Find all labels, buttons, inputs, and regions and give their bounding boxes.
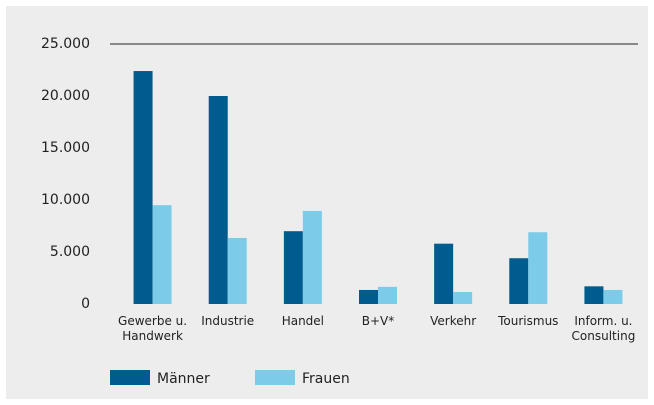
- x-tick-label: B+V*: [362, 314, 395, 328]
- y-tick-label: 15.000: [41, 140, 90, 156]
- legend-swatch: [110, 370, 150, 385]
- bar: [378, 286, 397, 304]
- x-tick-label: Tourismus: [497, 314, 558, 328]
- x-tick-label: Verkehr: [430, 314, 476, 328]
- bar: [603, 289, 623, 304]
- x-tick-label: Industrie: [201, 314, 254, 328]
- y-tick-label: 5.000: [50, 244, 90, 260]
- x-tick-label: Handel: [282, 314, 324, 328]
- legend-label: Männer: [157, 371, 210, 387]
- bar: [528, 232, 548, 304]
- x-tick-label: Gewerbe u. Handwerk: [118, 314, 187, 343]
- bar: [509, 258, 529, 304]
- bar: [453, 292, 473, 304]
- bar: [434, 243, 454, 304]
- bar: [227, 237, 247, 304]
- y-tick-label: 10.000: [41, 192, 90, 208]
- legend-swatch: [255, 370, 295, 385]
- y-tick-label: 0: [81, 296, 90, 312]
- legend-label: Frauen: [302, 371, 350, 387]
- bar: [359, 289, 378, 304]
- background: [6, 6, 648, 399]
- x-tick-label: Inform. u. Consulting: [572, 314, 636, 343]
- bar: [283, 231, 303, 304]
- bar: [302, 210, 322, 304]
- bar: [208, 96, 228, 304]
- y-tick-label: 25.000: [41, 36, 90, 52]
- bar: [152, 205, 172, 304]
- bar: [133, 71, 153, 304]
- y-tick-label: 20.000: [41, 88, 90, 104]
- bar: [584, 286, 604, 304]
